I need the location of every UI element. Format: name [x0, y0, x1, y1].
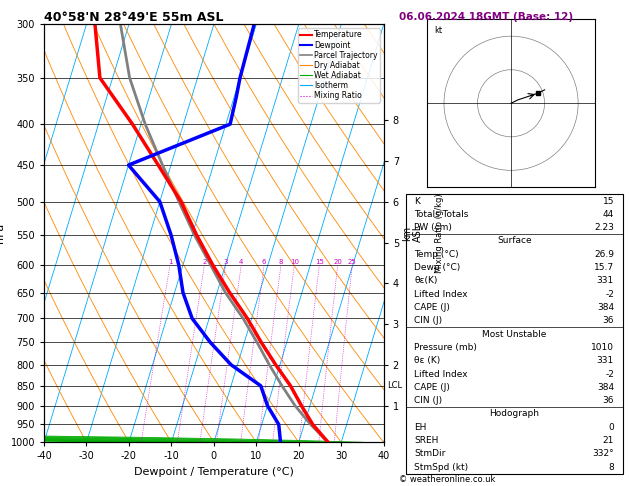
- Text: Lifted Index: Lifted Index: [415, 369, 468, 379]
- Text: 331: 331: [597, 356, 614, 365]
- Text: CIN (J): CIN (J): [415, 316, 443, 325]
- Text: LCL: LCL: [387, 382, 402, 390]
- Text: Surface: Surface: [497, 237, 532, 245]
- Text: CIN (J): CIN (J): [415, 396, 443, 405]
- Text: Lifted Index: Lifted Index: [415, 290, 468, 299]
- Text: 25: 25: [348, 259, 357, 265]
- Text: 40°58'N 28°49'E 55m ASL: 40°58'N 28°49'E 55m ASL: [44, 11, 223, 24]
- Text: θε(K): θε(K): [415, 277, 438, 285]
- Text: 6: 6: [262, 259, 267, 265]
- Text: 3: 3: [223, 259, 228, 265]
- Text: CAPE (J): CAPE (J): [415, 303, 450, 312]
- Text: 21: 21: [603, 436, 614, 445]
- Text: 384: 384: [597, 383, 614, 392]
- Text: Pressure (mb): Pressure (mb): [415, 343, 477, 352]
- Text: θε (K): θε (K): [415, 356, 441, 365]
- Text: Dewp (°C): Dewp (°C): [415, 263, 460, 272]
- Text: 8: 8: [608, 463, 614, 472]
- Text: 15: 15: [603, 196, 614, 206]
- Text: Hodograph: Hodograph: [489, 410, 539, 418]
- Text: 8: 8: [279, 259, 283, 265]
- Text: © weatheronline.co.uk: © weatheronline.co.uk: [399, 474, 496, 484]
- Text: -2: -2: [605, 369, 614, 379]
- Text: 36: 36: [603, 396, 614, 405]
- Text: 15: 15: [315, 259, 324, 265]
- Y-axis label: km
ASL: km ASL: [402, 224, 423, 243]
- Text: 1010: 1010: [591, 343, 614, 352]
- Text: PW (cm): PW (cm): [415, 223, 452, 232]
- Y-axis label: hPa: hPa: [0, 223, 5, 243]
- Text: Most Unstable: Most Unstable: [482, 330, 547, 339]
- Text: 2: 2: [202, 259, 206, 265]
- Text: Totals Totals: Totals Totals: [415, 210, 469, 219]
- Text: K: K: [415, 196, 420, 206]
- Text: -2: -2: [605, 290, 614, 299]
- Text: Temp (°C): Temp (°C): [415, 250, 459, 259]
- Text: 20: 20: [333, 259, 342, 265]
- Text: 44: 44: [603, 210, 614, 219]
- Text: 06.06.2024 18GMT (Base: 12): 06.06.2024 18GMT (Base: 12): [399, 12, 574, 22]
- X-axis label: Dewpoint / Temperature (°C): Dewpoint / Temperature (°C): [134, 467, 294, 477]
- Legend: Temperature, Dewpoint, Parcel Trajectory, Dry Adiabat, Wet Adiabat, Isotherm, Mi: Temperature, Dewpoint, Parcel Trajectory…: [298, 28, 380, 103]
- Text: 332°: 332°: [593, 450, 614, 458]
- Text: CAPE (J): CAPE (J): [415, 383, 450, 392]
- Text: 331: 331: [597, 277, 614, 285]
- Text: 4: 4: [239, 259, 243, 265]
- Text: SREH: SREH: [415, 436, 439, 445]
- Text: 1: 1: [168, 259, 172, 265]
- Text: StmSpd (kt): StmSpd (kt): [415, 463, 469, 472]
- Text: 36: 36: [603, 316, 614, 325]
- Text: Mixing Ratio (g/kg): Mixing Ratio (g/kg): [435, 193, 443, 273]
- Text: 10: 10: [290, 259, 299, 265]
- Text: kt: kt: [434, 26, 442, 35]
- Text: EH: EH: [415, 423, 426, 432]
- Text: 0: 0: [608, 423, 614, 432]
- Text: 2.23: 2.23: [594, 223, 614, 232]
- Text: 384: 384: [597, 303, 614, 312]
- Text: StmDir: StmDir: [415, 450, 446, 458]
- Text: 15.7: 15.7: [594, 263, 614, 272]
- Text: 26.9: 26.9: [594, 250, 614, 259]
